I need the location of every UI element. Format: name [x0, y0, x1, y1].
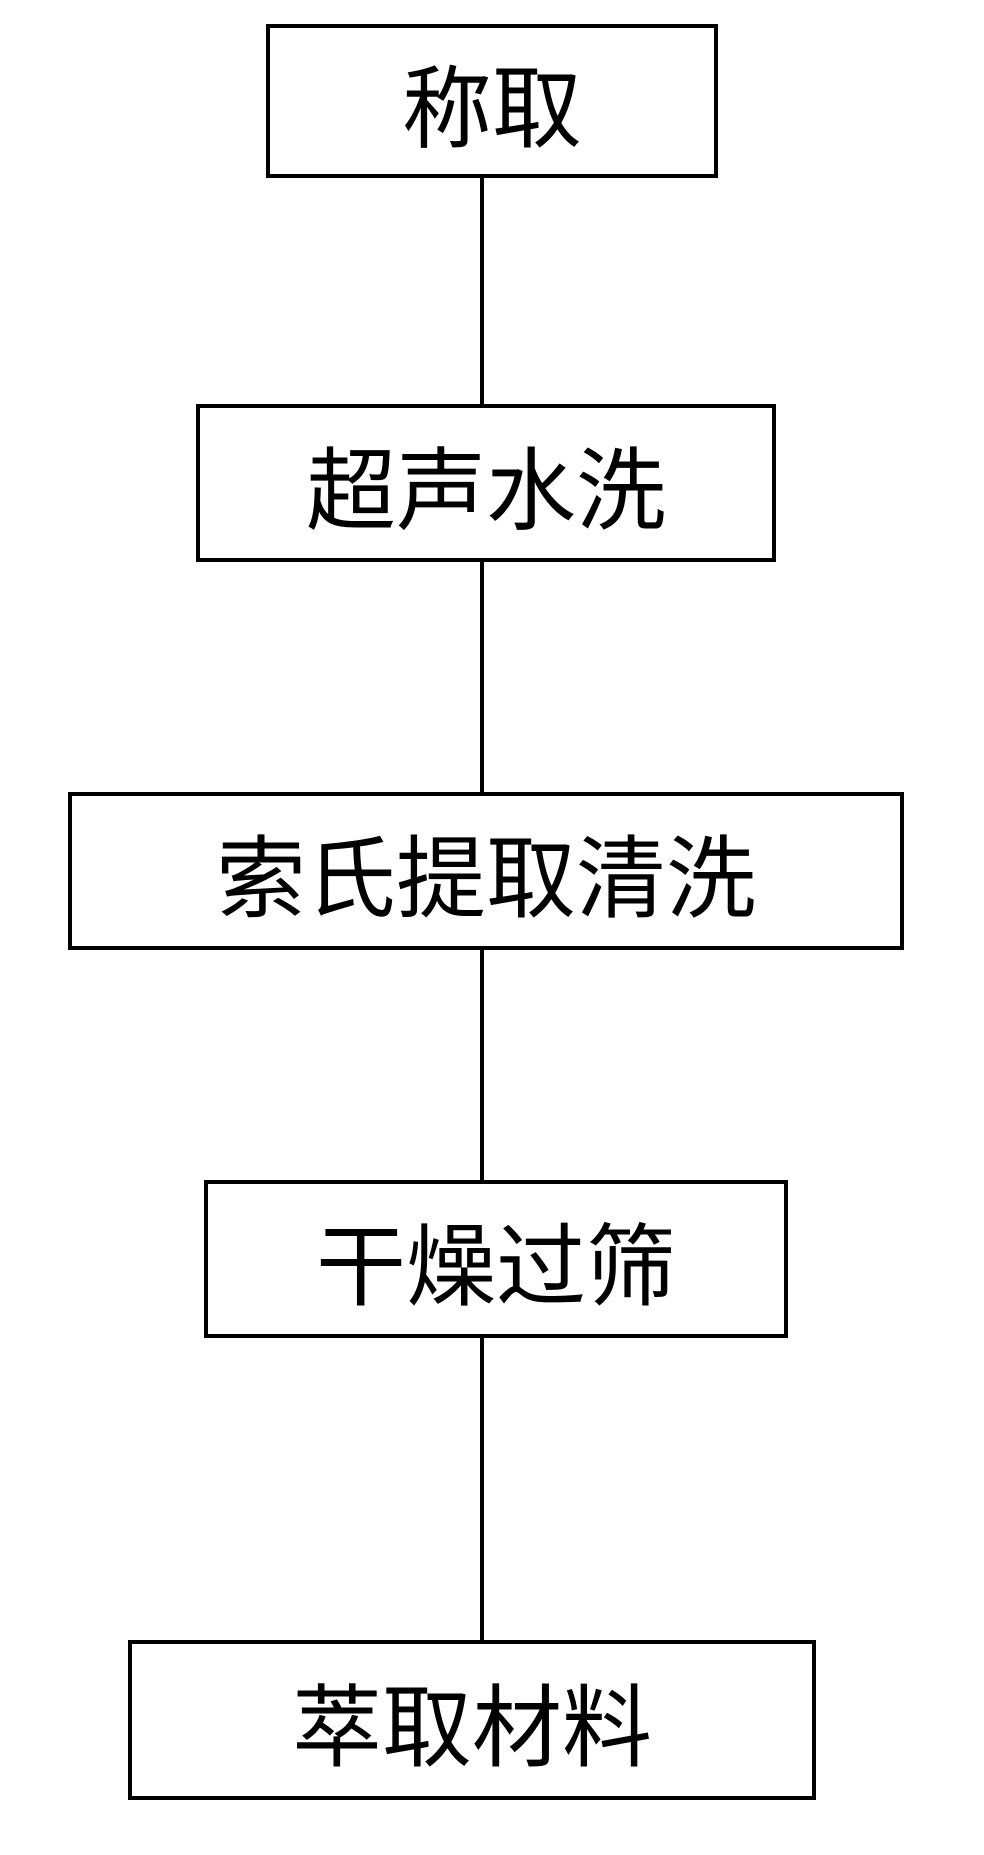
- flowchart-node-step1: 称取: [266, 24, 718, 178]
- flowchart-connector: [480, 1338, 484, 1640]
- flowchart-connector: [480, 178, 484, 404]
- flowchart-node-step4: 干燥过筛: [204, 1180, 788, 1338]
- node-label: 索氏提取清洗: [216, 806, 756, 936]
- node-label: 超声水洗: [306, 418, 666, 548]
- flowchart-node-step5: 萃取材料: [128, 1640, 816, 1800]
- node-label: 干燥过筛: [316, 1194, 676, 1324]
- flowchart-container: 称取 超声水洗 索氏提取清洗 干燥过筛 萃取材料: [0, 0, 984, 1855]
- flowchart-connector: [480, 950, 484, 1180]
- node-label: 称取: [402, 36, 582, 166]
- flowchart-connector: [480, 562, 484, 792]
- flowchart-node-step2: 超声水洗: [196, 404, 776, 562]
- flowchart-node-step3: 索氏提取清洗: [68, 792, 904, 950]
- node-label: 萃取材料: [292, 1655, 652, 1785]
